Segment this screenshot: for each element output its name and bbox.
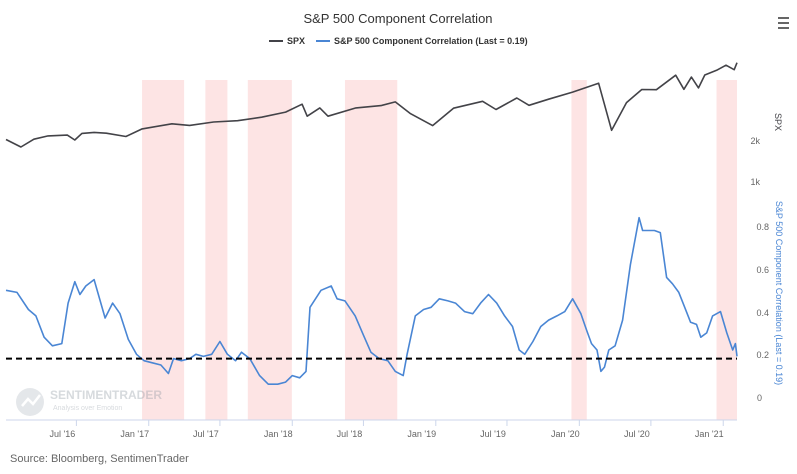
correlation-axis: 0 0.2 0.4 0.6 0.8 S&P 500 Component Corr… [756,201,784,403]
shaded-period-3 [247,80,292,420]
shaded-periods [142,80,737,420]
x-tick-label: Jul '17 [193,429,219,439]
correlation-tick-label: 0.4 [756,308,769,318]
chart-legend: SPX S&P 500 Component Correlation (Last … [269,36,528,46]
shaded-period-6 [716,80,737,420]
spx-line[interactable] [5,62,738,148]
shaded-period-4 [344,80,398,420]
shaded-period-5 [571,80,587,420]
series-lines [5,62,738,386]
spx-tick-label: 2k [750,136,760,146]
x-tick-label: Jul '18 [337,429,363,439]
watermark: SENTIMENTRADER Analysis over Emotion [16,388,162,416]
x-tick-label: Jan '17 [120,429,149,439]
x-tick-label: Jul '19 [480,429,506,439]
correlation-axis-title: S&P 500 Component Correlation (Last = 0.… [774,201,784,385]
x-axis: Jul '16 Jan '17 Jul '17 Jan '18 Jul '18 Jan '… [6,419,737,439]
x-tick-label: Jan '21 [695,429,724,439]
x-tick-label: Jul '16 [50,429,76,439]
correlation-line[interactable] [5,216,738,386]
shaded-period-2 [205,80,228,420]
x-tick-label: Jan '19 [407,429,436,439]
watermark-tagline: Analysis over Emotion [53,405,122,412]
spx-axis-title: SPX [773,113,783,131]
correlation-tick-label: 0.8 [756,222,769,232]
chart-title: S&P 500 Component Correlation [303,11,492,26]
legend-label-spx: SPX [287,36,305,46]
correlation-tick-label: 0.6 [756,265,769,275]
source-note: Source: Bloomberg, SentimenTrader [10,453,189,465]
spx-tick-label: 1k [750,177,760,187]
x-tick-label: Jan '20 [551,429,580,439]
watermark-brand: SENTIMENTRADER [50,388,162,402]
correlation-tick-label: 0.2 [756,350,769,360]
spx-axis: 2k 1k SPX [750,113,783,187]
shaded-period-1 [142,80,185,420]
menu-icon[interactable] [776,14,790,30]
correlation-tick-label: 0 [757,393,762,403]
legend-label-correlation: S&P 500 Component Correlation (Last = 0.… [334,36,528,46]
legend-item-spx[interactable]: SPX [269,36,305,46]
watermark-logo-icon [16,388,44,416]
x-tick-label: Jul '20 [624,429,650,439]
legend-item-correlation[interactable]: S&P 500 Component Correlation (Last = 0.… [316,36,528,46]
x-tick-label: Jan '18 [264,429,293,439]
